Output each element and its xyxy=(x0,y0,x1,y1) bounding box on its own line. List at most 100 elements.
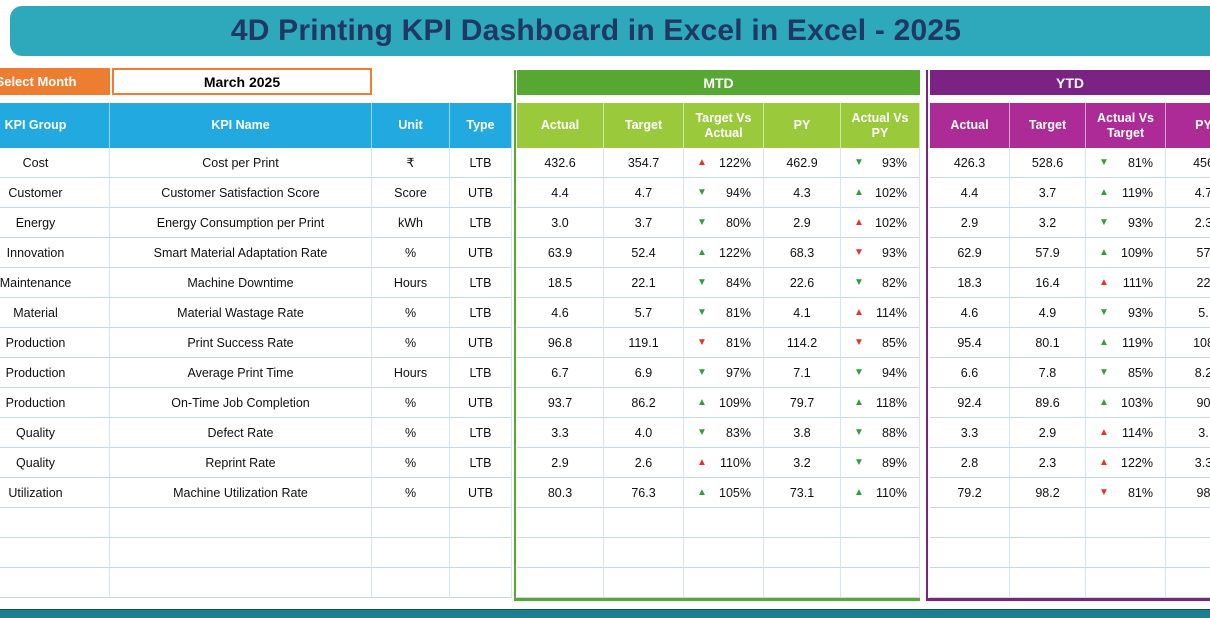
mtd-py-cell[interactable]: 79.7 xyxy=(764,388,841,418)
type-cell[interactable] xyxy=(450,568,512,598)
unit-cell[interactable]: Hours xyxy=(372,268,450,298)
type-cell[interactable]: LTB xyxy=(450,148,512,178)
mtd-target-cell[interactable]: 6.9 xyxy=(604,358,684,388)
mtd-actual-vs-py-cell[interactable] xyxy=(841,508,920,538)
ytd-py-cell[interactable]: 3. xyxy=(1166,418,1210,448)
kpi-group-cell[interactable]: Cost xyxy=(0,148,110,178)
ytd-py-cell[interactable]: 98 xyxy=(1166,478,1210,508)
ytd-py-cell[interactable]: 90 xyxy=(1166,388,1210,418)
ytd-actual-cell[interactable]: 4.4 xyxy=(930,178,1010,208)
mtd-target-vs-actual-cell[interactable]: ▲ 105% xyxy=(684,478,764,508)
kpi-group-cell[interactable]: Energy xyxy=(0,208,110,238)
ytd-py-cell[interactable] xyxy=(1166,538,1210,568)
ytd-py-cell[interactable] xyxy=(1166,568,1210,598)
ytd-py-cell[interactable] xyxy=(1166,508,1210,538)
mtd-target-vs-actual-cell[interactable] xyxy=(684,538,764,568)
ytd-actual-cell[interactable]: 95.4 xyxy=(930,328,1010,358)
mtd-actual-vs-py-cell[interactable]: ▼ 82% xyxy=(841,268,920,298)
ytd-actual-cell[interactable] xyxy=(930,538,1010,568)
ytd-actual-cell[interactable]: 62.9 xyxy=(930,238,1010,268)
header-kpi-group[interactable]: KPI Group xyxy=(0,103,110,148)
type-cell[interactable] xyxy=(450,508,512,538)
ytd-actual-vs-target-cell[interactable] xyxy=(1086,508,1166,538)
month-value-field[interactable]: March 2025 xyxy=(112,68,372,95)
unit-cell[interactable] xyxy=(372,538,450,568)
ytd-py-cell[interactable]: 108 xyxy=(1166,328,1210,358)
mtd-actual-vs-py-cell[interactable]: ▼ 88% xyxy=(841,418,920,448)
unit-cell[interactable]: Hours xyxy=(372,358,450,388)
ytd-actual-vs-target-cell[interactable] xyxy=(1086,538,1166,568)
kpi-name-cell[interactable]: Customer Satisfaction Score xyxy=(110,178,372,208)
kpi-group-cell[interactable]: Production xyxy=(0,328,110,358)
mtd-target-cell[interactable]: 5.7 xyxy=(604,298,684,328)
ytd-target-cell[interactable]: 528.6 xyxy=(1010,148,1086,178)
kpi-group-cell[interactable]: Maintenance xyxy=(0,268,110,298)
ytd-target-cell[interactable]: 89.6 xyxy=(1010,388,1086,418)
mtd-actual-vs-py-cell[interactable]: ▼ 93% xyxy=(841,238,920,268)
header-type[interactable]: Type xyxy=(450,103,512,148)
kpi-name-cell[interactable]: Defect Rate xyxy=(110,418,372,448)
ytd-actual-cell[interactable] xyxy=(930,508,1010,538)
kpi-name-cell[interactable]: Reprint Rate xyxy=(110,448,372,478)
mtd-py-cell[interactable]: 73.1 xyxy=(764,478,841,508)
mtd-py-cell[interactable]: 114.2 xyxy=(764,328,841,358)
mtd-actual-cell[interactable] xyxy=(517,508,604,538)
mtd-target-vs-actual-cell[interactable]: ▼ 84% xyxy=(684,268,764,298)
unit-cell[interactable]: Score xyxy=(372,178,450,208)
kpi-name-cell[interactable]: Machine Utilization Rate xyxy=(110,478,372,508)
mtd-py-cell[interactable] xyxy=(764,538,841,568)
unit-cell[interactable]: % xyxy=(372,388,450,418)
mtd-target-cell[interactable] xyxy=(604,568,684,598)
ytd-target-cell[interactable]: 57.9 xyxy=(1010,238,1086,268)
header-mtd-target[interactable]: Target xyxy=(604,103,684,148)
ytd-actual-cell[interactable]: 4.6 xyxy=(930,298,1010,328)
type-cell[interactable]: UTB xyxy=(450,238,512,268)
ytd-actual-vs-target-cell[interactable]: ▼ 93% xyxy=(1086,298,1166,328)
mtd-target-vs-actual-cell[interactable]: ▼ 83% xyxy=(684,418,764,448)
mtd-target-vs-actual-cell[interactable]: ▼ 80% xyxy=(684,208,764,238)
mtd-py-cell[interactable]: 7.1 xyxy=(764,358,841,388)
ytd-py-cell[interactable]: 4.7 xyxy=(1166,178,1210,208)
mtd-actual-cell[interactable] xyxy=(517,538,604,568)
ytd-target-cell[interactable]: 4.9 xyxy=(1010,298,1086,328)
ytd-actual-vs-target-cell[interactable]: ▼ 81% xyxy=(1086,148,1166,178)
mtd-target-vs-actual-cell[interactable] xyxy=(684,508,764,538)
mtd-actual-cell[interactable]: 432.6 xyxy=(517,148,604,178)
kpi-name-cell[interactable]: Machine Downtime xyxy=(110,268,372,298)
mtd-target-vs-actual-cell[interactable]: ▲ 122% xyxy=(684,238,764,268)
header-mtd-target-vs-actual[interactable]: Target Vs Actual xyxy=(684,103,764,148)
ytd-actual-vs-target-cell[interactable]: ▲ 122% xyxy=(1086,448,1166,478)
mtd-target-vs-actual-cell[interactable]: ▼ 81% xyxy=(684,328,764,358)
kpi-group-cell[interactable]: Innovation xyxy=(0,238,110,268)
ytd-actual-vs-target-cell[interactable] xyxy=(1086,568,1166,598)
mtd-target-cell[interactable]: 354.7 xyxy=(604,148,684,178)
ytd-actual-vs-target-cell[interactable]: ▲ 111% xyxy=(1086,268,1166,298)
mtd-target-cell[interactable]: 4.0 xyxy=(604,418,684,448)
kpi-group-cell[interactable]: Production xyxy=(0,388,110,418)
mtd-actual-cell[interactable]: 2.9 xyxy=(517,448,604,478)
mtd-py-cell[interactable]: 4.1 xyxy=(764,298,841,328)
ytd-target-cell[interactable]: 2.9 xyxy=(1010,418,1086,448)
mtd-actual-cell[interactable]: 63.9 xyxy=(517,238,604,268)
mtd-py-cell[interactable]: 2.9 xyxy=(764,208,841,238)
mtd-target-cell[interactable]: 76.3 xyxy=(604,478,684,508)
type-cell[interactable]: UTB xyxy=(450,178,512,208)
mtd-actual-vs-py-cell[interactable]: ▼ 94% xyxy=(841,358,920,388)
ytd-actual-cell[interactable]: 79.2 xyxy=(930,478,1010,508)
ytd-target-cell[interactable]: 7.8 xyxy=(1010,358,1086,388)
type-cell[interactable]: UTB xyxy=(450,388,512,418)
mtd-actual-cell[interactable]: 96.8 xyxy=(517,328,604,358)
mtd-actual-vs-py-cell[interactable]: ▲ 102% xyxy=(841,178,920,208)
kpi-name-cell[interactable]: On-Time Job Completion xyxy=(110,388,372,418)
type-cell[interactable] xyxy=(450,538,512,568)
kpi-group-cell[interactable]: Customer xyxy=(0,178,110,208)
kpi-group-cell[interactable]: Production xyxy=(0,358,110,388)
mtd-target-vs-actual-cell[interactable]: ▼ 97% xyxy=(684,358,764,388)
mtd-actual-vs-py-cell[interactable] xyxy=(841,538,920,568)
kpi-group-cell[interactable] xyxy=(0,508,110,538)
type-cell[interactable]: UTB xyxy=(450,478,512,508)
mtd-target-cell[interactable]: 119.1 xyxy=(604,328,684,358)
kpi-group-cell[interactable]: Quality xyxy=(0,418,110,448)
header-mtd-actual[interactable]: Actual xyxy=(517,103,604,148)
mtd-actual-vs-py-cell[interactable] xyxy=(841,568,920,598)
